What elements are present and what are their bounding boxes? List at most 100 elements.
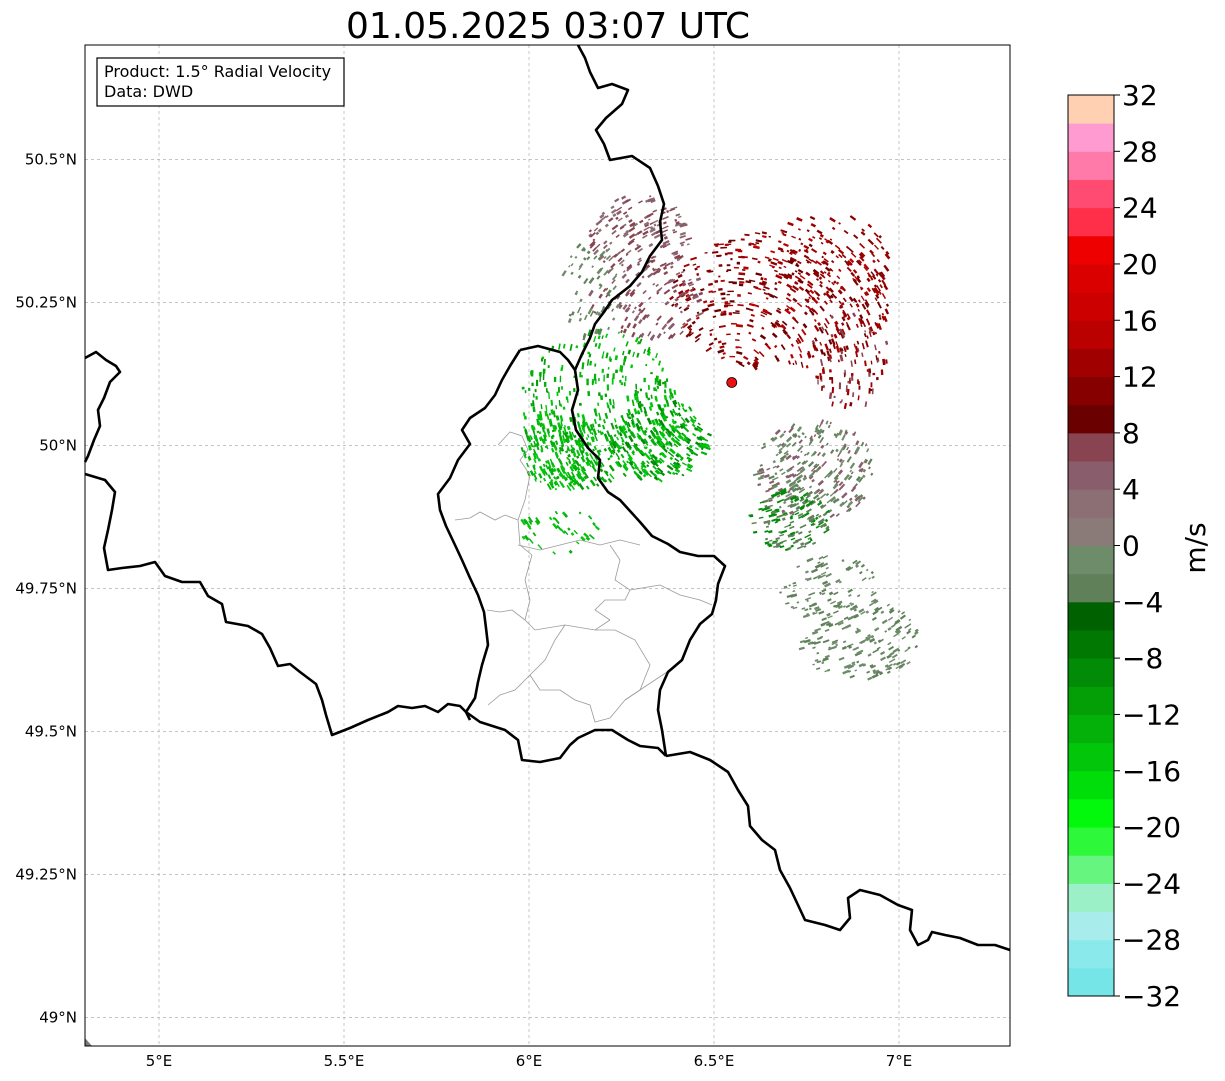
radar-echo: [821, 592, 826, 596]
colorbar-segment: [1068, 742, 1114, 772]
radar-echo: [794, 476, 801, 482]
radar-echo: [827, 598, 832, 602]
radar-echo: [835, 255, 839, 259]
radar-echo: [785, 492, 793, 498]
radar-echo: [637, 410, 641, 415]
radar-echo: [625, 278, 630, 284]
radar-echo: [692, 415, 697, 420]
radar-echo: [830, 333, 834, 337]
radar-echo: [591, 381, 594, 386]
radar-echo: [623, 211, 628, 215]
radar-echo: [818, 499, 822, 503]
radar-echo: [696, 425, 704, 431]
radar-echo: [881, 312, 885, 316]
radar-echo: [728, 240, 732, 243]
radar-echo: [799, 639, 805, 644]
radar-echo: [753, 349, 760, 355]
radar-echo: [563, 513, 569, 518]
radar-echo: [790, 605, 794, 609]
radar-echo: [864, 330, 867, 333]
radar-echo: [875, 355, 878, 361]
radar-echo: [720, 312, 727, 316]
radar-echo: [824, 472, 830, 479]
radar-echo: [856, 594, 861, 598]
radar-echo: [637, 259, 643, 264]
radar-echo: [800, 495, 804, 500]
radar-echo: [581, 477, 586, 482]
radar-echo: [858, 253, 864, 259]
radar-echo: [765, 509, 773, 513]
radar-echo: [820, 504, 827, 510]
radar-echo: [836, 275, 841, 280]
radar-echo: [694, 337, 700, 343]
radar-echo: [629, 221, 636, 228]
radar-echo: [852, 312, 857, 318]
radar-echo: [531, 382, 534, 387]
radar-echo: [535, 453, 540, 460]
radar-echo: [892, 662, 897, 666]
radar-echo: [643, 314, 649, 321]
radar-echo: [670, 261, 674, 266]
radar-echo: [631, 451, 635, 456]
radar-echo: [812, 344, 817, 350]
radar-echo: [617, 457, 621, 461]
radar-echo: [607, 367, 610, 370]
radar-echo: [686, 467, 693, 473]
radar-echo: [633, 306, 637, 310]
radar-echo: [892, 647, 900, 654]
radar-echo: [846, 313, 851, 320]
radar-echo: [664, 442, 669, 446]
radar-echo: [854, 350, 859, 358]
radar-echo: [818, 521, 824, 526]
radar-echo: [819, 635, 824, 639]
radar-echo: [589, 240, 596, 248]
radar-echo: [622, 425, 627, 431]
radar-echo: [533, 458, 537, 464]
radar-echo: [575, 345, 579, 349]
radar-echo: [703, 300, 708, 304]
radar-echo: [914, 629, 918, 632]
radar-echo: [652, 219, 659, 224]
radar-echo: [603, 479, 608, 483]
colorbar-tick-label: 16: [1122, 304, 1158, 337]
radar-echo: [672, 230, 678, 234]
radar-echo: [770, 436, 774, 441]
radar-echo: [870, 277, 874, 281]
radar-echo: [893, 619, 901, 626]
radar-echo: [598, 412, 602, 420]
radar-echo: [635, 383, 638, 390]
radar-echo: [709, 333, 713, 337]
radar-echo: [656, 385, 660, 389]
lon-tick-label: 7°E: [886, 1052, 913, 1070]
radar-echo: [871, 388, 874, 395]
radar-echo: [569, 432, 574, 440]
radar-echo: [613, 253, 618, 258]
radar-echo: [647, 296, 652, 300]
radar-echo: [831, 641, 838, 646]
radar-echo: [688, 278, 692, 282]
radar-echo: [802, 492, 809, 498]
radar-echo: [822, 251, 827, 256]
radar-echo: [827, 647, 833, 651]
radar-echo: [615, 303, 620, 309]
radar-echo: [830, 315, 834, 319]
radar-echo: [621, 442, 625, 446]
radar-echo: [812, 611, 816, 615]
radar-echo: [645, 454, 650, 459]
radar-echo: [643, 221, 650, 226]
radar-echo: [574, 459, 579, 466]
radar-echo: [835, 643, 839, 647]
radar-echo: [592, 459, 598, 466]
radar-echo: [752, 530, 758, 534]
radar-echo: [829, 421, 832, 425]
radar-echo: [738, 362, 745, 368]
radar-echo: [704, 251, 708, 254]
radar-echo: [805, 304, 808, 308]
radar-echo: [825, 566, 829, 570]
radar-echo: [811, 354, 815, 358]
radar-echo: [830, 600, 837, 605]
radar-echo: [876, 377, 879, 381]
radar-echo: [625, 249, 632, 255]
radar-echo: [662, 415, 668, 422]
radar-echo: [588, 459, 592, 465]
